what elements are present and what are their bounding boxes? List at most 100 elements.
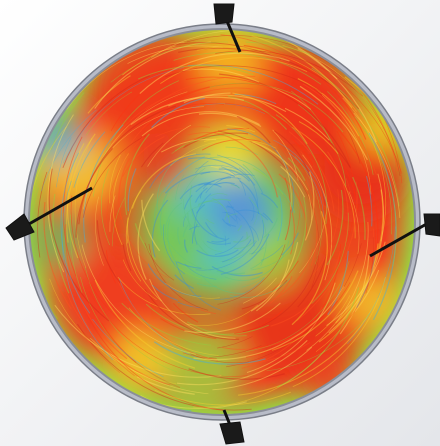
streamline <box>87 75 131 114</box>
streamline <box>273 139 328 208</box>
streamline <box>124 87 254 153</box>
streamline <box>270 251 341 327</box>
streamline <box>170 139 277 167</box>
streamline <box>212 346 313 391</box>
streamline <box>251 35 353 109</box>
streamline <box>205 222 218 238</box>
streamline <box>149 153 211 189</box>
streamline <box>252 141 308 191</box>
streamline <box>277 195 283 242</box>
streamline <box>327 151 349 244</box>
streamline <box>260 245 284 261</box>
streamline <box>124 133 150 215</box>
streamline <box>190 353 249 364</box>
streamline <box>184 127 250 147</box>
streamline <box>243 44 367 140</box>
contour-blob <box>32 212 88 268</box>
streamline <box>219 73 351 168</box>
streamline <box>49 278 177 385</box>
contour-blob <box>132 132 188 188</box>
streamline <box>224 213 228 221</box>
streamline <box>172 303 199 323</box>
streamline <box>227 201 238 224</box>
streamline <box>238 167 258 210</box>
streamline <box>164 202 183 236</box>
streamline <box>78 105 177 225</box>
streamline <box>183 92 231 103</box>
streamline <box>94 279 196 369</box>
streamline <box>216 154 264 194</box>
streamline <box>80 299 223 411</box>
streamline <box>105 136 145 235</box>
streamline <box>313 88 361 164</box>
streamline <box>282 44 383 127</box>
streamline <box>109 195 116 232</box>
streamline <box>290 207 295 255</box>
streamline <box>151 97 205 128</box>
streamline <box>87 300 181 389</box>
streamline <box>195 204 206 214</box>
streamline <box>322 94 372 195</box>
streamline <box>297 254 328 308</box>
streamline <box>233 239 256 249</box>
streamline <box>302 154 332 281</box>
contour-blob <box>195 29 265 95</box>
streamline <box>218 168 251 182</box>
streamline <box>248 196 267 266</box>
streamline <box>153 186 166 225</box>
streamline <box>62 75 150 168</box>
streamline <box>47 114 74 273</box>
contour-field <box>29 29 415 415</box>
streamline <box>111 197 126 247</box>
streamline <box>226 222 237 227</box>
streamline <box>109 154 121 204</box>
streamline <box>128 307 219 356</box>
streamline <box>66 41 185 110</box>
streamline <box>342 97 387 242</box>
streamline <box>198 112 262 128</box>
streamline <box>311 126 352 169</box>
streamline <box>163 224 185 275</box>
streamline <box>183 68 260 83</box>
streamline <box>186 321 247 337</box>
streamline <box>82 135 147 218</box>
streamline <box>277 248 314 298</box>
streamline <box>63 260 106 349</box>
streamline <box>275 114 328 225</box>
streamline <box>209 83 344 133</box>
streamline <box>203 183 212 186</box>
streamline <box>67 143 85 259</box>
streamline <box>176 261 202 269</box>
streamline <box>113 270 218 361</box>
streamline <box>205 173 255 194</box>
streamline <box>224 276 260 281</box>
streamline <box>164 134 224 152</box>
streamline <box>105 250 117 284</box>
contour-blob <box>155 325 245 415</box>
streamline <box>365 237 374 293</box>
streamline <box>265 100 359 211</box>
streamline <box>326 241 386 327</box>
streamline <box>220 34 300 64</box>
streamline <box>117 276 211 315</box>
streamline <box>160 57 308 84</box>
streamline <box>241 279 288 310</box>
streamline <box>125 218 142 282</box>
streamline <box>184 302 281 334</box>
streamline <box>242 277 277 304</box>
streamline <box>298 121 339 155</box>
streamline <box>276 149 292 210</box>
streamline <box>226 125 256 133</box>
streamline <box>78 327 120 373</box>
contour-blob <box>200 120 260 180</box>
streamline <box>217 244 286 305</box>
streamline <box>211 265 263 277</box>
streamline <box>171 134 255 154</box>
streamline <box>235 250 244 256</box>
streamline <box>176 339 308 386</box>
streamline <box>220 166 247 196</box>
streamline <box>271 270 359 351</box>
streamline <box>194 193 212 245</box>
streamline <box>233 235 251 243</box>
